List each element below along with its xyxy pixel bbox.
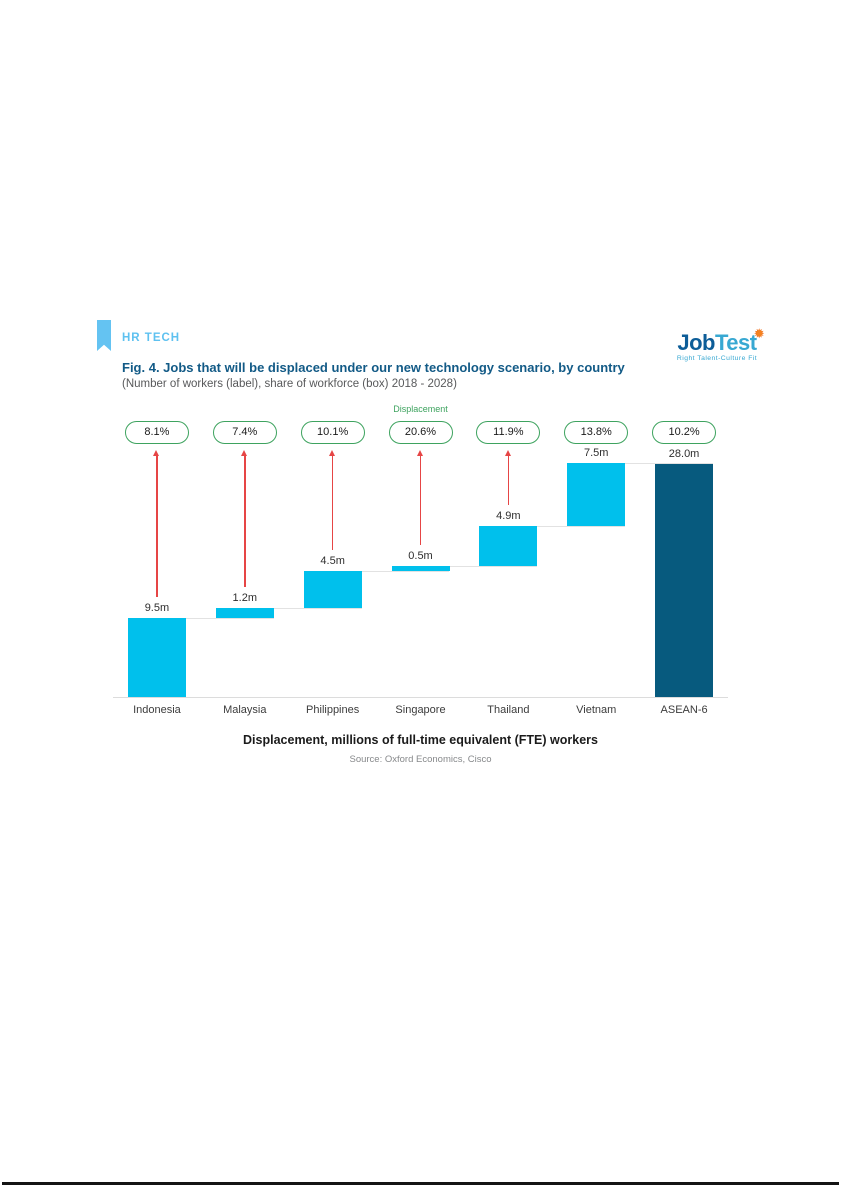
share-pill: 10.1%	[300, 421, 365, 444]
source-note: Source: Oxford Economics, Cisco	[349, 754, 492, 765]
arrow-up-line	[331, 455, 334, 550]
bar	[127, 617, 186, 697]
waterfall-connector	[185, 617, 274, 619]
waterfall-chart: Displacement 8.1% 9.5m Indonesia 7.4% 1.2m Mal…	[113, 400, 728, 720]
share-pill: 13.8%	[564, 421, 629, 444]
bar-value-label: 7.5m	[583, 447, 609, 460]
logo-word-primary: Job	[677, 330, 715, 355]
bookmark-ribbon-icon	[97, 320, 111, 351]
arrow-up-line	[507, 455, 510, 505]
bar	[479, 525, 538, 567]
arrow-up-line	[419, 455, 422, 546]
bar	[567, 463, 626, 526]
bar-value-label: 1.2m	[232, 591, 258, 604]
displacement-annotation: Displacement	[393, 404, 448, 414]
bar	[303, 570, 362, 608]
category-label: Indonesia	[133, 704, 181, 716]
arrow-up-line	[156, 455, 158, 597]
waterfall-connector	[449, 566, 538, 568]
bar	[391, 566, 450, 571]
waterfall-connector	[537, 525, 626, 527]
category-label: Singapore	[395, 704, 446, 716]
category-label: Malaysia	[223, 704, 267, 716]
logo-tagline: Right Talent-Culture Fit	[676, 355, 758, 362]
share-pill: 8.1%	[124, 421, 189, 444]
arrow-up-head	[241, 450, 248, 456]
arrow-up-head	[153, 450, 160, 456]
bar-value-label: 9.5m	[144, 601, 170, 614]
page-bottom-rule	[2, 1182, 839, 1185]
arrow-up-head	[417, 450, 423, 456]
star-icon: ✹	[753, 326, 765, 341]
bar-value-label: 0.5m	[408, 550, 433, 563]
arrow-up-head	[504, 450, 511, 456]
waterfall-connector	[625, 463, 714, 465]
waterfall-connector	[273, 607, 362, 609]
share-pill: 11.9%	[476, 421, 541, 444]
total-bar	[655, 464, 714, 697]
x-axis-line	[113, 697, 728, 698]
category-label: ASEAN-6	[660, 704, 708, 716]
share-pill: 10.2%	[652, 421, 717, 444]
section-kicker: HR TECH	[122, 332, 181, 344]
bar-value-label: 4.5m	[320, 554, 345, 567]
bar-value-label: 4.9m	[496, 509, 521, 522]
category-label: Philippines	[306, 704, 360, 716]
axis-title: Displacement, millions of full-time equi…	[243, 733, 598, 747]
figure-title: Fig. 4. Jobs that will be displaced unde…	[122, 360, 625, 375]
logo-wordmark: JobTest ✹	[677, 326, 764, 355]
category-label: Thailand	[487, 704, 530, 716]
category-label: Vietnam	[576, 704, 617, 716]
arrow-up-head	[329, 450, 336, 456]
figure-subtitle: (Number of workers (label), share of wor…	[122, 378, 457, 390]
logo-word-secondary: Test	[715, 330, 757, 355]
share-pill: 20.6%	[388, 421, 453, 444]
waterfall-connector	[361, 570, 450, 572]
arrow-up-line	[244, 455, 246, 587]
share-pill: 7.4%	[212, 421, 277, 444]
bar-value-label: 28.0m	[668, 448, 700, 460]
jobtest-logo: JobTest ✹ Right Talent-Culture Fit	[666, 326, 768, 362]
bar	[215, 607, 274, 618]
